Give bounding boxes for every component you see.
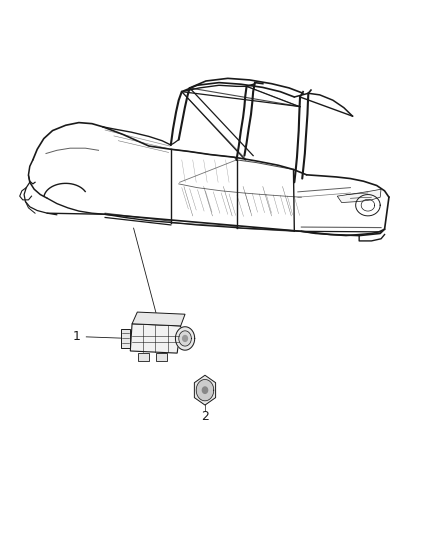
- Text: 2: 2: [201, 410, 209, 423]
- Text: 1: 1: [73, 330, 81, 343]
- Polygon shape: [138, 353, 149, 361]
- Polygon shape: [202, 387, 208, 393]
- Polygon shape: [183, 336, 187, 341]
- Polygon shape: [337, 189, 381, 203]
- Polygon shape: [194, 375, 215, 405]
- Polygon shape: [131, 324, 180, 353]
- Polygon shape: [132, 312, 185, 326]
- Polygon shape: [176, 327, 194, 350]
- Polygon shape: [179, 331, 191, 346]
- Polygon shape: [156, 353, 166, 361]
- Polygon shape: [196, 379, 214, 401]
- Polygon shape: [120, 329, 131, 348]
